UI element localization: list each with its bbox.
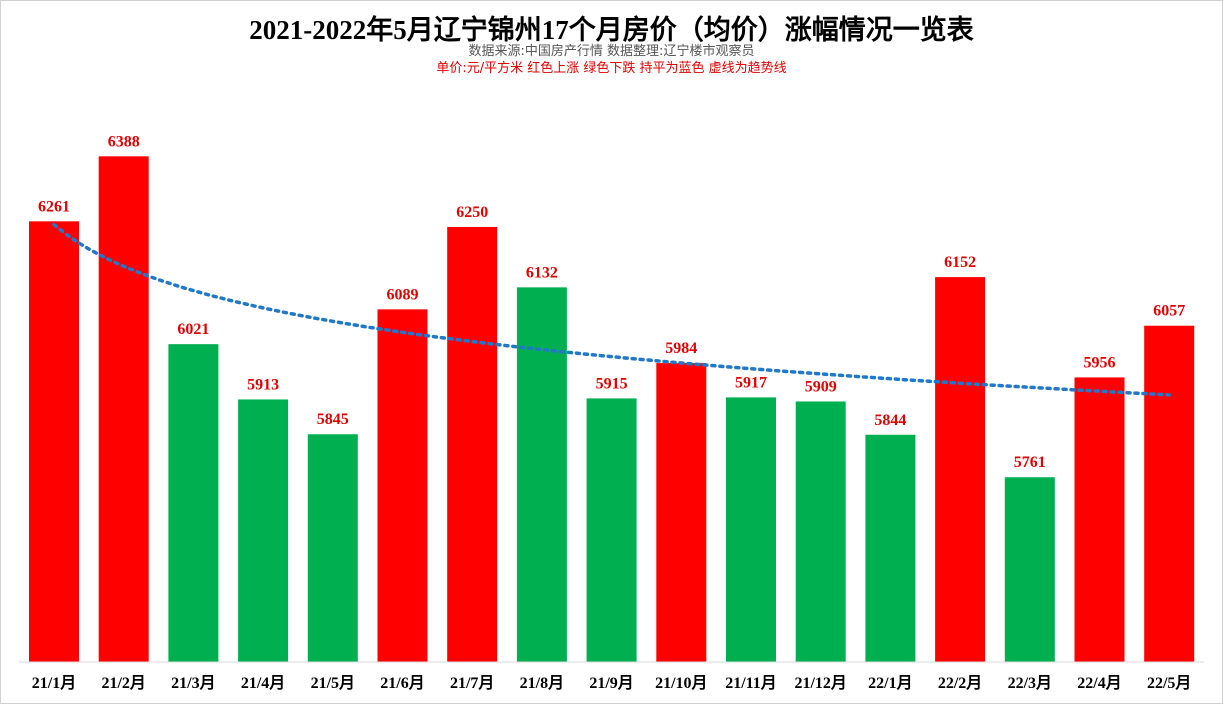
data-label: 5761	[1014, 454, 1046, 471]
bar-21/10月	[656, 363, 707, 662]
x-tick-label: 21/10月	[655, 674, 707, 692]
data-label: 5913	[247, 376, 279, 393]
bar-22/4月	[1074, 377, 1125, 662]
x-tick-label: 21/3月	[171, 674, 215, 692]
bar-21/9月	[586, 398, 637, 662]
bar-21/4月	[238, 399, 289, 662]
bar-21/6月	[377, 309, 428, 662]
bar-21/11月	[726, 397, 776, 662]
chart-subtitle: 数据来源:中国房产行情 数据整理:辽宁楼市观察员	[468, 44, 755, 59]
x-tick-label: 21/4月	[241, 674, 285, 692]
x-tick-label: 21/8月	[520, 674, 564, 692]
x-tick-label: 22/3月	[1008, 674, 1052, 692]
x-tick-label: 21/7月	[450, 674, 494, 692]
data-label: 6057	[1153, 303, 1185, 320]
x-tick-label: 22/5月	[1147, 674, 1191, 692]
bar-21/1月	[29, 221, 79, 663]
data-label: 5909	[805, 378, 837, 395]
data-label: 6250	[456, 204, 488, 221]
data-label: 6152	[944, 254, 976, 271]
bar-21/12月	[795, 401, 846, 662]
x-tick-label: 22/4月	[1077, 674, 1121, 692]
data-label: 6132	[526, 264, 558, 281]
data-label: 5845	[317, 411, 349, 428]
data-label: 5844	[874, 412, 906, 429]
bar-21/3月	[168, 344, 219, 662]
x-tick-label: 21/2月	[101, 674, 145, 692]
x-tick-label: 21/5月	[311, 674, 355, 692]
data-label: 6388	[108, 133, 140, 150]
data-label: 6089	[387, 286, 419, 303]
trendline	[52, 222, 1171, 397]
x-tick-label: 21/6月	[380, 674, 424, 692]
bar-21/2月	[98, 156, 149, 662]
x-tick-label: 21/9月	[589, 674, 633, 692]
data-label: 5984	[665, 340, 697, 357]
x-tick-label: 22/1月	[868, 674, 912, 692]
data-label: 5915	[596, 375, 628, 392]
x-tick-label: 21/12月	[794, 674, 846, 692]
bar-22/2月	[935, 277, 986, 662]
chart-note: 单价:元/平方米 红色上涨 绿色下跌 持平为蓝色 虚线为趋势线	[436, 61, 787, 76]
bar-22/5月	[1144, 325, 1195, 662]
bar-22/3月	[1004, 477, 1055, 662]
bar-21/7月	[447, 226, 498, 663]
x-tick-label: 22/2月	[938, 674, 982, 692]
bar-21/5月	[307, 434, 358, 662]
data-label: 6261	[38, 198, 70, 215]
x-tick-label: 21/11月	[725, 674, 777, 692]
chart-title: 2021-2022年5月辽宁锦州17个月房价（均价）涨幅情况一览表	[249, 15, 974, 45]
data-label: 5917	[735, 374, 767, 391]
bar-21/8月	[516, 287, 567, 662]
bar-22/1月	[865, 434, 916, 662]
x-tick-label: 21/1月	[32, 674, 76, 692]
data-label: 5956	[1084, 354, 1116, 371]
data-label: 6021	[177, 321, 209, 338]
